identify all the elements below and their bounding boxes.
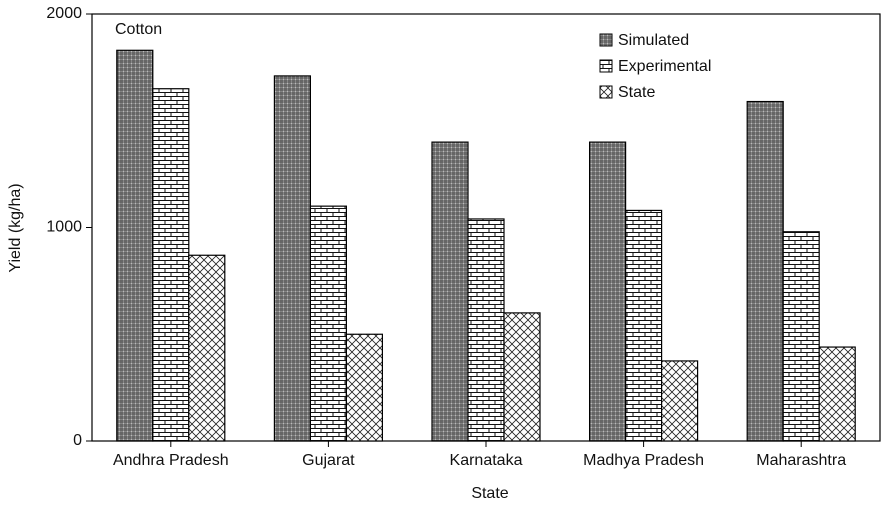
bar (624, 209, 663, 442)
x-tick-label: Gujarat (302, 452, 355, 469)
bar (116, 49, 154, 442)
x-tick-label: Karnataka (450, 452, 523, 469)
x-tick-label: Andhra Pradesh (113, 452, 229, 469)
bar (503, 312, 541, 442)
legend-label: Simulated (618, 32, 689, 49)
x-tick-label: Maharashtra (756, 452, 846, 469)
y-axis-label: Yield (kg/ha) (7, 183, 24, 272)
x-axis-label: State (471, 485, 508, 502)
bar (431, 141, 469, 442)
bar (345, 333, 383, 442)
legend-label: Experimental (618, 58, 711, 75)
legend-swatch (599, 33, 613, 47)
legend-label: State (618, 84, 655, 101)
y-tick-label: 2000 (46, 5, 82, 22)
y-tick-label: 1000 (46, 219, 82, 236)
bar (782, 231, 820, 442)
bar (746, 100, 784, 442)
bar (152, 88, 190, 442)
bar (818, 346, 856, 442)
legend-swatch (599, 59, 613, 73)
bar (660, 360, 699, 442)
bar (588, 141, 627, 442)
legend-swatch (599, 85, 613, 99)
bar (188, 254, 226, 442)
bar (309, 205, 347, 442)
y-tick-label: 0 (73, 432, 82, 449)
annotation: Cotton (115, 21, 162, 38)
bar (273, 75, 311, 442)
bar (467, 218, 505, 442)
x-tick-label: Madhya Pradesh (583, 452, 704, 469)
